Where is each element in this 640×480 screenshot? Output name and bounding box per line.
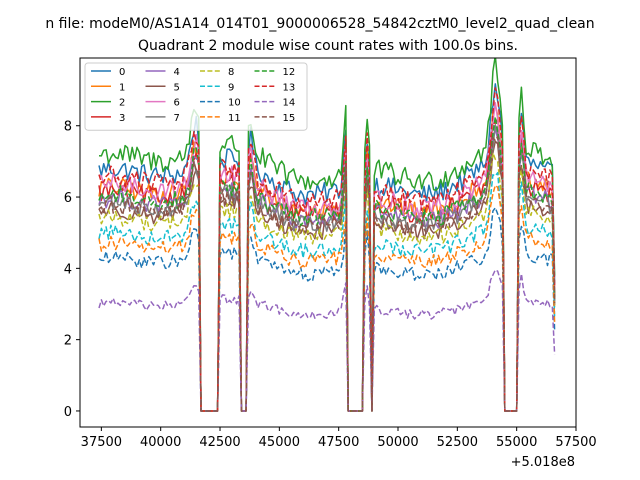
y-tick-label: 6 (64, 191, 72, 206)
chart-title: Quadrant 2 module wise count rates with … (138, 38, 518, 54)
x-tick-label: 45000 (259, 435, 300, 450)
x-axis: 37500 40000 42500 45000 47500 50000 52500 55000… (81, 427, 597, 450)
series-line-8 (98, 151, 556, 412)
x-tick-label: 40000 (140, 435, 181, 450)
legend-label-8: 8 (228, 67, 234, 78)
y-tick-label: 4 (64, 262, 72, 277)
y-tick-label: 2 (64, 334, 72, 349)
legend-label-2: 2 (119, 98, 125, 109)
legend-label-5: 5 (174, 82, 180, 93)
legend-label-1: 1 (119, 82, 125, 93)
series-line-15 (98, 135, 556, 412)
legend-label-14: 14 (283, 98, 296, 109)
series-line-2 (98, 58, 556, 412)
legend-label-12: 12 (283, 67, 296, 78)
y-tick-label: 8 (64, 120, 72, 135)
x-tick-label: 37500 (81, 435, 122, 450)
y-axis: 0 2 4 6 8 (64, 120, 80, 420)
x-offset-label: +5.018e8 (511, 455, 575, 470)
series-line-7 (98, 124, 556, 412)
series-line-0 (98, 83, 556, 412)
x-tick-label: 52500 (437, 435, 478, 450)
series-line-10 (98, 207, 556, 412)
x-tick-label: 57500 (555, 435, 596, 450)
legend-label-6: 6 (174, 98, 180, 109)
series-line-5 (98, 140, 556, 412)
series-line-6 (98, 102, 556, 412)
legend-label-3: 3 (119, 113, 125, 124)
series-line-9 (98, 171, 556, 412)
legend-label-0: 0 (119, 67, 125, 78)
legend-label-15: 15 (283, 113, 296, 124)
series-line-14 (98, 269, 556, 412)
y-tick-label: 0 (64, 405, 72, 420)
x-tick-label: 55000 (496, 435, 537, 450)
legend-label-11: 11 (228, 113, 241, 124)
legend-label-9: 9 (228, 82, 234, 93)
series-line-11 (98, 184, 556, 412)
series-line-13 (98, 87, 556, 412)
legend-label-7: 7 (174, 113, 180, 124)
figure-suptitle: n file: modeM0/AS1A14_014T01_9000006528_… (45, 16, 594, 32)
series-lines (98, 58, 556, 412)
legend-label-13: 13 (283, 82, 296, 93)
series-line-12 (98, 116, 556, 412)
series-line-1 (98, 104, 556, 412)
legend-box (84, 62, 308, 131)
x-tick-label: 47500 (318, 435, 359, 450)
axes-frame (79, 57, 577, 428)
legend-label-10: 10 (228, 98, 241, 109)
x-tick-label: 42500 (199, 435, 240, 450)
x-tick-label: 50000 (377, 435, 418, 450)
legend-label-4: 4 (174, 67, 180, 78)
